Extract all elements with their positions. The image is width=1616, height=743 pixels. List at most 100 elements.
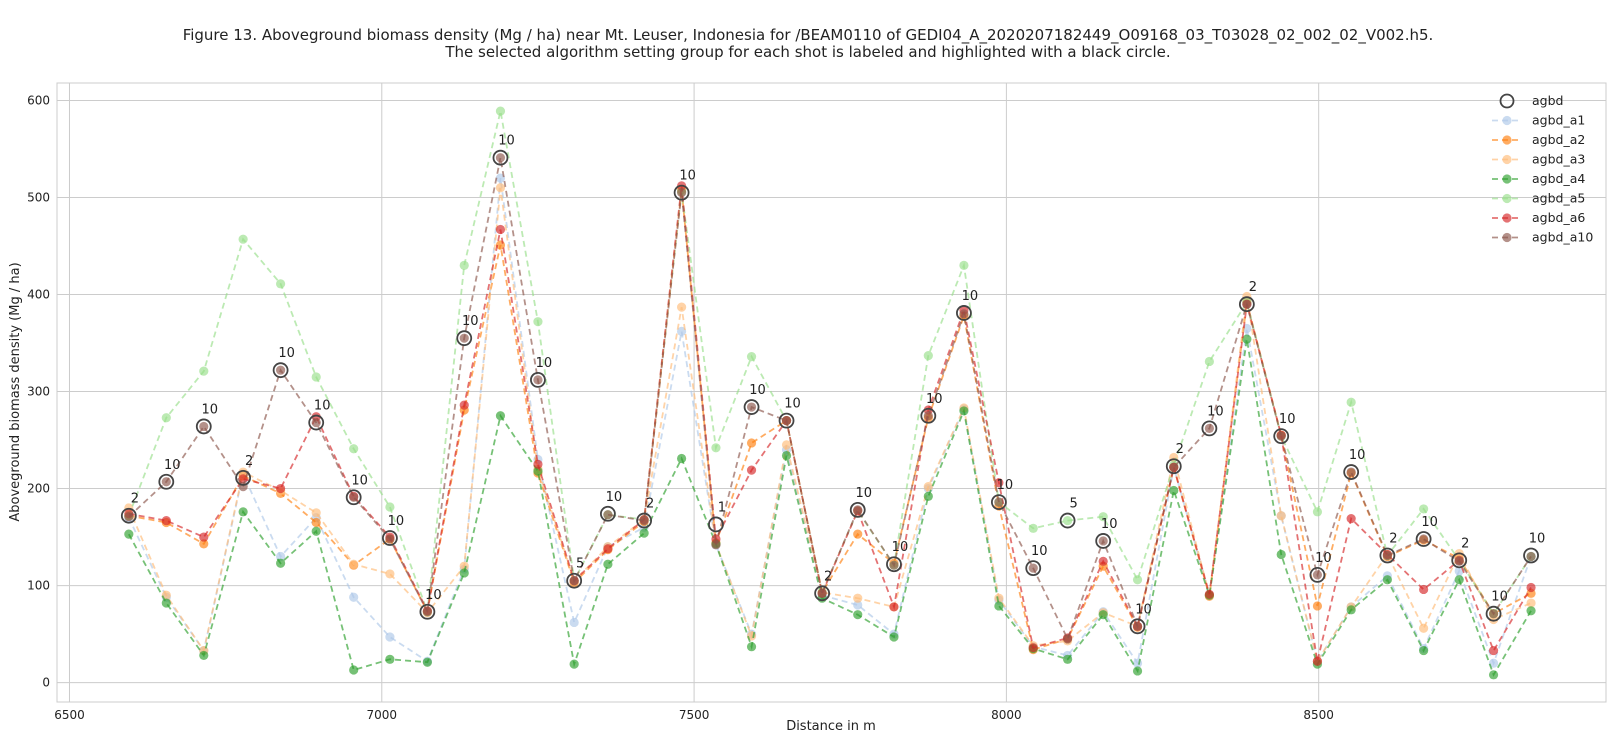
- data-point: [1062, 654, 1073, 664]
- data-point: [994, 497, 1004, 507]
- data-point: [853, 505, 863, 515]
- y-tick-label: 300: [27, 385, 50, 399]
- group-label: 10: [1135, 602, 1152, 617]
- selected-point: [1165, 458, 1182, 475]
- data-point: [1346, 397, 1356, 407]
- data-point: [161, 413, 171, 423]
- group-label: 5: [576, 557, 584, 572]
- legend-label: agbd_a3: [1532, 152, 1585, 167]
- data-point: [746, 438, 757, 448]
- series-group: [120, 106, 1539, 680]
- data-point: [533, 317, 543, 327]
- data-point: [533, 375, 543, 385]
- data-point: [1098, 512, 1108, 522]
- data-point: [603, 510, 613, 520]
- legend-swatch: [1502, 174, 1512, 184]
- data-point: [199, 366, 209, 376]
- x-tick-label: 7500: [679, 708, 710, 722]
- data-point: [385, 654, 395, 664]
- data-point: [1419, 584, 1429, 595]
- data-point: [161, 515, 171, 526]
- data-point: [311, 417, 321, 428]
- data-point: [676, 188, 687, 198]
- data-point: [199, 539, 209, 549]
- data-point: [1312, 507, 1323, 517]
- data-point: [1132, 666, 1143, 676]
- selected-point: [308, 414, 325, 431]
- selected-point: [708, 516, 724, 533]
- group-label: 10: [1315, 551, 1332, 566]
- group-label: 10: [1207, 404, 1224, 419]
- legend-swatch: [1502, 193, 1512, 204]
- group-label: 10: [536, 356, 553, 371]
- data-point: [385, 632, 395, 642]
- selected-point: [492, 149, 509, 166]
- group-label: 2: [1249, 280, 1257, 295]
- data-point: [639, 515, 649, 526]
- legend-swatch: [1502, 154, 1512, 165]
- legend-label: agbd_a6: [1532, 210, 1585, 225]
- data-point: [1062, 634, 1073, 644]
- group-label: 10: [1421, 515, 1438, 530]
- legend-label: agbd_a5: [1532, 191, 1585, 206]
- data-point: [1488, 609, 1499, 619]
- data-point: [459, 333, 469, 343]
- data-point: [238, 467, 248, 477]
- data-point: [781, 416, 792, 426]
- data-point: [311, 517, 321, 528]
- data-point: [639, 528, 649, 538]
- legend-item-agbd_a6: agbd_a6: [1492, 210, 1585, 225]
- data-point: [238, 507, 248, 517]
- legend-item-agbd: agbd: [1499, 93, 1563, 109]
- data-point: [959, 406, 969, 416]
- data-point: [994, 478, 1004, 488]
- selected-point: [195, 418, 212, 435]
- data-point: [923, 411, 933, 421]
- selected-point: [566, 572, 583, 589]
- legend-item-agbd_a1: agbd_a1: [1492, 113, 1585, 128]
- data-point: [1419, 645, 1429, 656]
- legend-label: agbd_a1: [1532, 113, 1585, 128]
- selected-point: [120, 507, 137, 524]
- data-point: [276, 558, 286, 568]
- selected-group-labels: 2 10 10 2 10 10 10 10 10 10 10 10 5 10 2 10 1 10 10 2 10 10 10…: [131, 134, 1546, 618]
- series-line: [127, 187, 1532, 664]
- group-label: 2: [1389, 531, 1397, 546]
- data-point: [1312, 570, 1323, 580]
- selected-point: [990, 494, 1007, 511]
- data-point: [1488, 645, 1499, 656]
- data-point: [1276, 511, 1286, 521]
- data-point: [1098, 610, 1108, 620]
- data-point: [1419, 534, 1429, 544]
- group-label: 10: [425, 588, 442, 603]
- legend-swatch: [1502, 135, 1512, 145]
- series-agbd: [120, 149, 1539, 635]
- data-point: [422, 657, 432, 667]
- selected-point: [1523, 547, 1539, 564]
- selected-point: [272, 362, 289, 379]
- data-point: [746, 402, 757, 412]
- data-point: [349, 592, 359, 602]
- group-label: 10: [1491, 590, 1508, 605]
- legend-swatch: [1502, 213, 1512, 223]
- group-label: 10: [892, 540, 909, 555]
- data-point: [923, 491, 933, 501]
- legend-label: agbd_a2: [1532, 132, 1585, 147]
- group-label: 1: [718, 500, 726, 515]
- data-point: [603, 544, 613, 554]
- data-point: [603, 559, 613, 569]
- group-label: 10: [606, 490, 623, 505]
- data-point: [349, 444, 359, 454]
- data-point: [1242, 299, 1252, 309]
- group-label: 2: [245, 454, 253, 469]
- data-point: [1169, 485, 1179, 496]
- gridlines: [57, 83, 1606, 702]
- data-point: [124, 529, 134, 539]
- x-axis-label: Distance in m: [786, 719, 876, 734]
- selected-point: [673, 184, 690, 201]
- data-point: [1382, 575, 1392, 585]
- group-label: 10: [164, 458, 181, 473]
- data-point: [1526, 606, 1536, 616]
- selected-point: [1485, 605, 1502, 622]
- data-point: [1346, 605, 1356, 615]
